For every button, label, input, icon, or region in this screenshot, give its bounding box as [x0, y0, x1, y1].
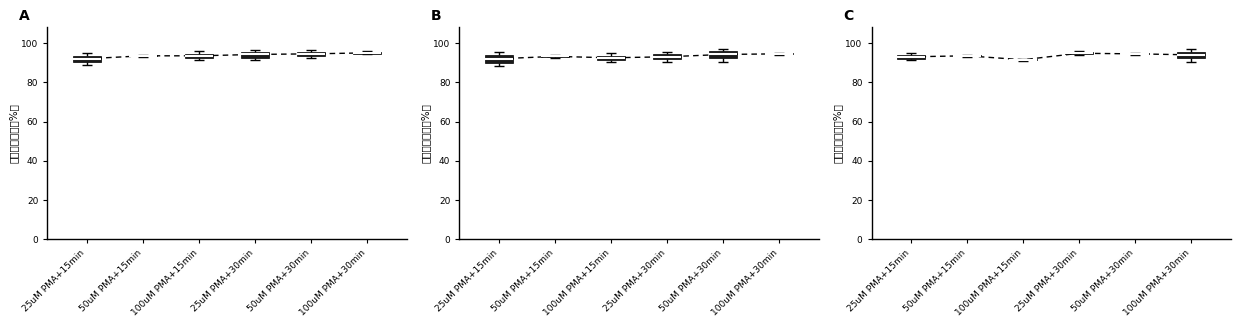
- Y-axis label: 拷贝数下降率（%）: 拷贝数下降率（%）: [420, 103, 430, 163]
- FancyBboxPatch shape: [1121, 53, 1150, 54]
- FancyBboxPatch shape: [129, 55, 157, 56]
- Y-axis label: 拷贝数下降率（%）: 拷贝数下降率（%）: [833, 103, 843, 163]
- Text: B: B: [431, 9, 441, 23]
- Text: A: A: [19, 9, 30, 23]
- FancyBboxPatch shape: [185, 54, 213, 58]
- Text: C: C: [843, 9, 854, 23]
- FancyBboxPatch shape: [541, 56, 569, 57]
- FancyBboxPatch shape: [653, 54, 681, 59]
- FancyBboxPatch shape: [1066, 52, 1093, 54]
- FancyBboxPatch shape: [353, 52, 382, 54]
- FancyBboxPatch shape: [897, 55, 924, 59]
- FancyBboxPatch shape: [297, 52, 325, 56]
- FancyBboxPatch shape: [1009, 59, 1037, 60]
- FancyBboxPatch shape: [709, 51, 737, 58]
- FancyBboxPatch shape: [597, 56, 624, 60]
- FancyBboxPatch shape: [240, 52, 269, 58]
- Y-axis label: 拷贝数下降率（%）: 拷贝数下降率（%）: [9, 103, 19, 163]
- FancyBboxPatch shape: [484, 55, 513, 63]
- FancyBboxPatch shape: [73, 56, 100, 62]
- FancyBboxPatch shape: [766, 53, 793, 54]
- FancyBboxPatch shape: [953, 55, 981, 56]
- FancyBboxPatch shape: [1177, 52, 1206, 58]
